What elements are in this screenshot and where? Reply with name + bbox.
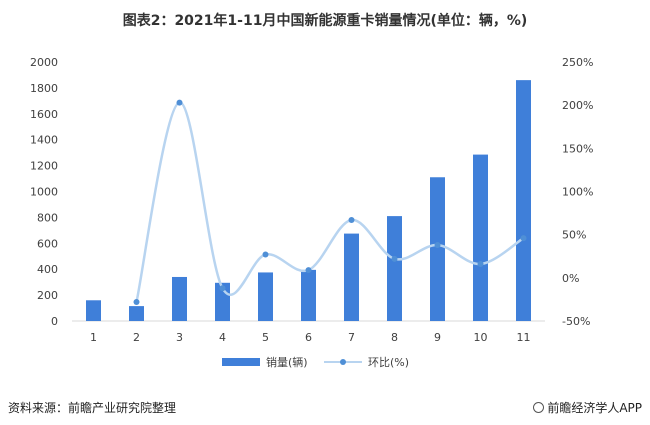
left-tick-label: 1200 xyxy=(30,160,58,173)
legend: 销量(辆) 环比(%) xyxy=(222,355,409,369)
line-point xyxy=(520,235,527,242)
source-note: 资料来源：前瞻产业研究院整理 xyxy=(8,401,177,415)
legend-bar-swatch xyxy=(222,358,260,366)
bar xyxy=(516,80,531,321)
right-tick-label: 150% xyxy=(562,142,593,155)
legend-bar-label: 销量(辆) xyxy=(266,355,308,369)
left-tick-label: 1000 xyxy=(30,186,58,199)
left-tick-label: 800 xyxy=(37,211,58,224)
bar xyxy=(344,233,359,321)
left-tick-label: 2000 xyxy=(30,56,58,69)
x-tick-label: 9 xyxy=(434,331,441,344)
bar xyxy=(172,276,187,321)
x-tick-label: 2 xyxy=(133,331,140,344)
x-tick-label: 10 xyxy=(474,331,488,344)
line-point xyxy=(133,299,140,306)
x-tick-label: 3 xyxy=(176,331,183,344)
line-point xyxy=(477,261,484,268)
line-point xyxy=(348,216,355,223)
x-tick-label: 1 xyxy=(90,331,97,344)
bar xyxy=(387,216,402,321)
brand-logo-icon xyxy=(533,402,545,413)
x-axis: 1 2 3 4 5 6 7 8 9 10 11 xyxy=(90,331,531,344)
legend-line-label: 环比(%) xyxy=(368,356,409,369)
left-tick-label: 600 xyxy=(37,237,58,250)
line-point xyxy=(391,255,398,262)
right-tick-label: 200% xyxy=(562,99,593,112)
x-tick-label: 11 xyxy=(517,331,531,344)
bar xyxy=(473,154,488,321)
left-tick-label: 0 xyxy=(51,315,58,328)
right-tick-label: -50% xyxy=(562,315,590,328)
right-tick-label: 100% xyxy=(562,186,593,199)
x-tick-label: 8 xyxy=(391,331,398,344)
bar xyxy=(301,269,316,321)
line-path xyxy=(135,101,525,303)
left-tick-label: 1800 xyxy=(30,82,58,95)
bar xyxy=(430,177,445,321)
legend-line-marker xyxy=(340,359,346,365)
bar-series xyxy=(86,80,531,321)
right-axis: -50% 0% 50% 100% 150% 200% 250% xyxy=(562,56,593,328)
line-point xyxy=(219,285,226,292)
line-point xyxy=(434,242,441,249)
x-tick-label: 6 xyxy=(305,331,312,344)
bar xyxy=(258,272,273,321)
x-tick-label: 4 xyxy=(219,331,226,344)
brand-text: 前瞻经济学人APP xyxy=(547,401,642,415)
right-tick-label: 50% xyxy=(562,229,586,242)
brand-credit: 前瞻经济学人APP xyxy=(533,399,642,416)
line-point xyxy=(305,267,312,274)
left-axis: 0 200 400 600 800 1000 1200 1400 1600 1800 2000 xyxy=(30,56,58,328)
left-tick-label: 400 xyxy=(37,263,58,276)
line-series xyxy=(133,99,527,306)
right-tick-label: 0% xyxy=(562,272,579,285)
chart-title: 图表2：2021年1-11月中国新能源重卡销量情况(单位：辆，%) xyxy=(122,13,528,29)
line-point xyxy=(262,251,269,258)
line-point xyxy=(176,99,183,106)
left-tick-label: 1600 xyxy=(30,108,58,121)
right-tick-label: 250% xyxy=(562,56,593,69)
bar xyxy=(86,300,101,321)
left-tick-label: 200 xyxy=(37,289,58,302)
x-tick-label: 7 xyxy=(348,331,355,344)
bar xyxy=(129,306,144,321)
x-tick-label: 5 xyxy=(262,331,269,344)
left-tick-label: 1400 xyxy=(30,134,58,147)
chart: 0 200 400 600 800 1000 1200 1400 1600 1800 2000 -5… xyxy=(30,56,593,369)
